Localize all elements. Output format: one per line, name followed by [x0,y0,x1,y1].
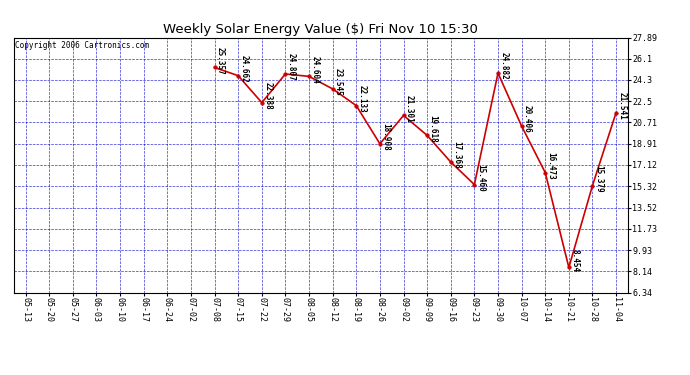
Text: 24.662: 24.662 [239,55,248,82]
Text: 8.454: 8.454 [570,249,579,272]
Text: 18.908: 18.908 [382,123,391,151]
Text: 17.368: 17.368 [452,141,461,169]
Text: 23.545: 23.545 [334,68,343,96]
Text: 25.357: 25.357 [216,46,225,74]
Text: 21.301: 21.301 [405,94,414,122]
Text: 20.406: 20.406 [523,105,532,133]
Text: 24.807: 24.807 [287,53,296,81]
Title: Weekly Solar Energy Value ($) Fri Nov 10 15:30: Weekly Solar Energy Value ($) Fri Nov 10… [164,23,478,36]
Text: 24.604: 24.604 [310,56,319,83]
Text: 24.882: 24.882 [500,52,509,80]
Text: 22.388: 22.388 [263,82,272,110]
Text: 22.133: 22.133 [357,85,366,112]
Text: 16.473: 16.473 [546,152,555,180]
Text: 15.379: 15.379 [594,165,603,192]
Text: Copyright 2006 Cartronics.com: Copyright 2006 Cartronics.com [15,41,149,50]
Text: 15.460: 15.460 [476,164,485,192]
Text: 19.618: 19.618 [428,115,437,142]
Text: 21.541: 21.541 [618,92,627,120]
